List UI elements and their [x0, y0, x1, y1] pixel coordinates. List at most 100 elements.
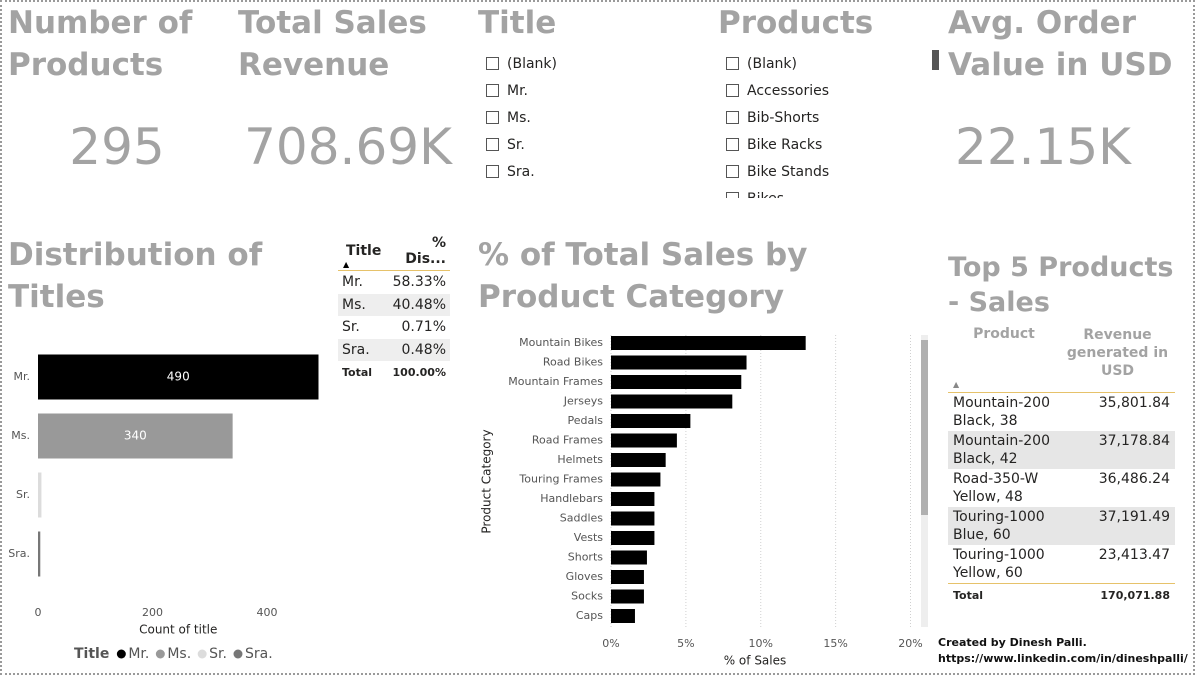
cell: Sr. — [342, 319, 360, 336]
legend-title: Title — [74, 646, 109, 662]
checkbox[interactable] — [726, 57, 739, 70]
y-tick-label: Touring Frames — [518, 473, 603, 486]
table-row: Mountain-200 Black, 38 35,801.84 — [948, 393, 1175, 431]
slicer-item[interactable]: Sr. — [486, 131, 686, 158]
header-cell: Product — [973, 326, 1035, 342]
slicer-list: (Blank) Accessories Bib-Shorts Bike Racks Bi… — [726, 50, 926, 198]
cell: 170,071.88 — [1100, 588, 1170, 602]
bar — [38, 472, 42, 518]
total-row: Total 100.00% — [338, 361, 450, 383]
bar — [611, 355, 747, 370]
x-tick-label: 200 — [142, 606, 163, 619]
y-tick-label: Sr. — [16, 488, 30, 501]
slicer-label: Ms. — [507, 109, 531, 126]
y-tick-label: Road Bikes — [543, 356, 603, 369]
x-tick-label: 400 — [256, 606, 277, 619]
cell: Ms. — [342, 296, 366, 313]
slicer-item[interactable]: (Blank) — [486, 50, 686, 77]
header-cell: Title — [346, 243, 382, 259]
bar — [611, 589, 644, 604]
slicer-label: (Blank) — [747, 55, 797, 72]
card-title: Avg. Order Value in USD — [948, 5, 1173, 83]
slicer-title: Title — [478, 5, 557, 41]
y-tick-label: Sra. — [8, 547, 30, 560]
x-tick-label: 0% — [602, 637, 619, 650]
slicer-item[interactable]: Bike Stands — [726, 158, 926, 185]
checkbox[interactable] — [486, 84, 499, 97]
cell: Total — [342, 365, 373, 379]
data-label: 340 — [124, 429, 147, 443]
slicer-label: Bike Stands — [747, 163, 830, 180]
y-tick-label: Mr. — [14, 370, 31, 383]
checkbox[interactable] — [726, 138, 739, 151]
bar — [38, 531, 41, 577]
cell: 40.48% — [392, 296, 446, 313]
top5-table: Product Revenue generated in USD ▲ Mountain… — [948, 326, 1175, 606]
bar — [611, 492, 655, 506]
legend-label: Sra. — [245, 646, 273, 662]
checkbox[interactable] — [726, 165, 739, 178]
slicer-item[interactable]: Bike Racks — [726, 131, 926, 158]
bar — [38, 413, 233, 459]
slicer-label: Bib-Shorts — [747, 109, 820, 126]
sort-arrow: ▲ — [338, 261, 450, 271]
legend-swatch — [197, 649, 207, 659]
scrollbar-thumb — [921, 340, 928, 515]
bar — [611, 433, 677, 448]
table-row: Sra. 0.48% — [338, 338, 450, 361]
checkbox[interactable] — [726, 192, 739, 198]
cell: Touring-1000 Blue, 60 — [953, 509, 1045, 543]
slicer-item[interactable]: Ms. — [486, 104, 686, 131]
x-axis-title: % of Sales — [724, 654, 787, 668]
checkbox[interactable] — [486, 57, 499, 70]
slicer-item[interactable]: Accessories — [726, 77, 926, 104]
bar — [611, 511, 655, 526]
y-tick-label: Mountain Bikes — [519, 336, 603, 349]
checkbox[interactable] — [486, 165, 499, 178]
card-title: Total Sales Revenue — [238, 5, 427, 83]
y-tick-label: Caps — [576, 609, 603, 622]
cell: 35,801.84 — [1098, 395, 1170, 411]
y-tick-label: Pedals — [567, 414, 603, 427]
slicer-label: Bikes — [747, 191, 784, 199]
bar — [611, 531, 655, 545]
y-tick-label: Road Frames — [532, 434, 603, 447]
checkbox[interactable] — [486, 138, 499, 151]
y-tick-label: Mountain Frames — [508, 375, 603, 388]
sort-arrow: ▲ — [948, 381, 1175, 393]
table-title: Top 5 Products - Sales — [948, 252, 1174, 318]
card-value: 295 — [69, 118, 165, 176]
checkbox[interactable] — [726, 111, 739, 124]
slicer-label: Mr. — [507, 82, 528, 99]
table-header: Title % Dis... — [338, 235, 450, 267]
checkbox[interactable] — [486, 111, 499, 124]
table-row: Road-350-W Yellow, 48 36,486.24 — [948, 469, 1175, 507]
table-row: Mountain-200 Black, 42 37,178.84 — [948, 431, 1175, 469]
x-tick-label: 15% — [823, 637, 847, 650]
slicer-label: Sr. — [507, 136, 525, 153]
y-axis-title: Product Category — [480, 429, 494, 533]
slicer-label: Bike Racks — [747, 136, 823, 153]
chart-title: Distribution of Titles — [8, 237, 263, 315]
slicer-item[interactable]: Bib-Shorts — [726, 104, 926, 131]
checkbox[interactable] — [726, 84, 739, 97]
y-tick-label: Saddles — [560, 512, 604, 525]
table-row: Ms. 40.48% — [338, 293, 450, 316]
x-tick-label: 10% — [749, 637, 773, 650]
slicer-list: (Blank) Mr. Ms. Sr. Sra. — [486, 50, 686, 198]
slicer-item[interactable]: Sra. — [486, 158, 686, 185]
data-label: 490 — [167, 370, 190, 384]
table-row: Touring-1000 Blue, 60 37,191.49 — [948, 507, 1175, 545]
slicer-item[interactable]: (Blank) — [726, 50, 926, 77]
cell: 0.71% — [401, 319, 446, 336]
title-table: Title % Dis... ▲ Mr. 58.33% Ms. 40.48% Sr. 0.71%… — [338, 235, 450, 383]
cell: Sra. — [342, 341, 370, 358]
cell: Touring-1000 Yellow, 60 — [953, 547, 1045, 581]
y-tick-label: Vests — [574, 531, 603, 544]
legend-label: Mr. — [128, 646, 149, 662]
legend-label: Ms. — [167, 646, 191, 662]
slicer-item[interactable]: Bikes — [726, 185, 926, 198]
slicer-label: (Blank) — [507, 55, 557, 72]
cell: 0.48% — [401, 341, 446, 358]
slicer-item[interactable]: Mr. — [486, 77, 686, 104]
